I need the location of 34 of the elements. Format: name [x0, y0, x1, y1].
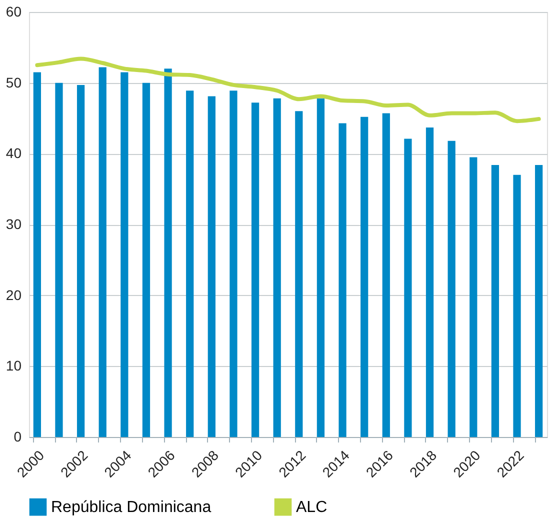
bar — [230, 90, 238, 437]
y-tick-label: 60 — [6, 4, 22, 20]
bar — [98, 67, 106, 437]
line-series — [35, 56, 541, 124]
bar — [338, 123, 346, 437]
bar — [164, 68, 172, 437]
bar — [186, 90, 194, 437]
bar — [316, 98, 325, 437]
y-tick-label: 30 — [6, 216, 22, 232]
legend-label: República Dominicana — [51, 499, 212, 516]
y-tick-label: 20 — [6, 286, 22, 303]
bar — [273, 98, 281, 437]
bar — [208, 96, 216, 437]
bar — [426, 127, 434, 437]
y-tick-label: 10 — [6, 358, 22, 374]
bar — [251, 102, 260, 437]
bar — [360, 116, 368, 437]
bar — [404, 138, 412, 437]
bar — [535, 165, 543, 437]
bar — [76, 84, 85, 437]
y-tick-label: 40 — [6, 145, 22, 162]
bar — [448, 140, 456, 437]
bar — [295, 111, 303, 437]
bar — [470, 157, 478, 437]
bar — [513, 174, 521, 437]
y-tick-label: 50 — [6, 74, 22, 90]
bar — [142, 82, 150, 437]
bar — [120, 72, 128, 437]
bar — [33, 72, 41, 437]
bar — [491, 165, 500, 437]
legend-label: ALC — [296, 499, 328, 516]
y-tick-label: 0 — [14, 428, 22, 444]
bar — [55, 82, 63, 437]
bar — [382, 113, 390, 437]
